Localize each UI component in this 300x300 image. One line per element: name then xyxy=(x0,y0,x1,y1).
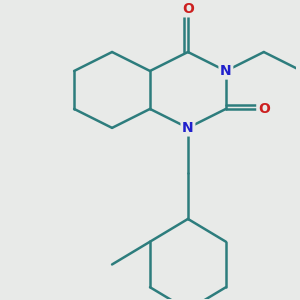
Text: O: O xyxy=(182,2,194,16)
Text: N: N xyxy=(182,121,194,135)
Text: O: O xyxy=(258,102,270,116)
Text: N: N xyxy=(220,64,232,78)
